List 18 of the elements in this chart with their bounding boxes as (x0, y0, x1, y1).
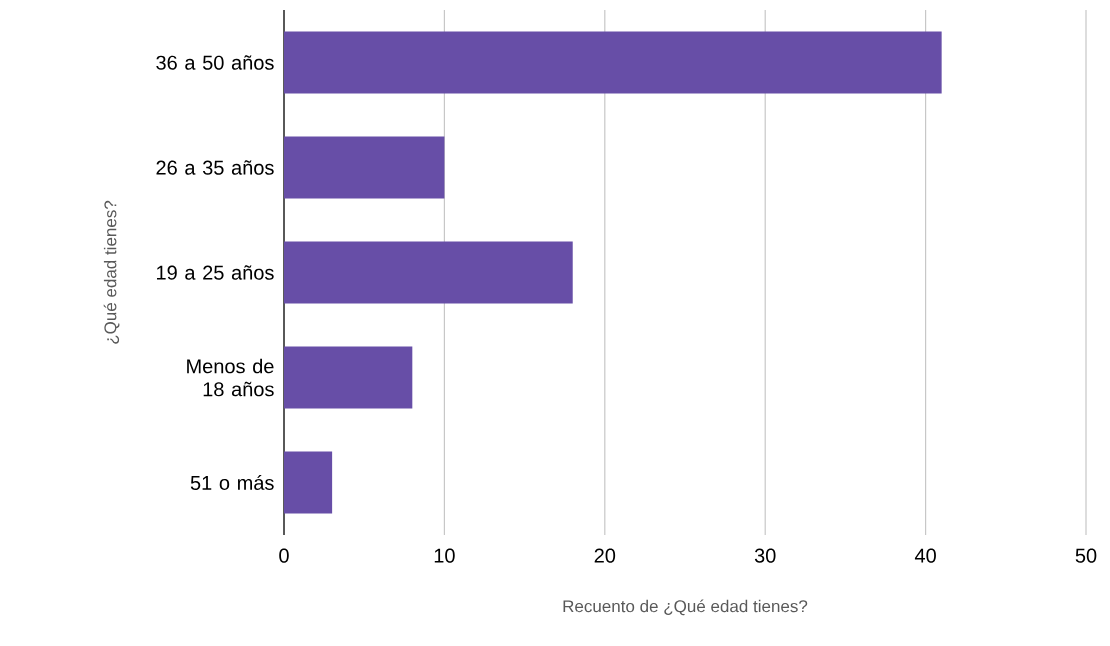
bar (284, 451, 333, 514)
x-tick-label: 30 (754, 548, 776, 563)
y-axis-title: ¿Qué edad tienes? (103, 200, 120, 344)
bar (284, 241, 573, 304)
x-tick-label: 20 (594, 548, 616, 563)
x-tick-label: 0 (279, 548, 289, 563)
x-tick-label: 40 (914, 548, 936, 563)
x-tick-label: 50 (1075, 548, 1097, 563)
x-tick-label: 10 (434, 548, 455, 563)
y-tick-label: 36 a 50 años (156, 55, 274, 70)
y-tick-label: Menos de 18 años (187, 358, 274, 397)
bar (284, 136, 445, 199)
y-tick-label: 19 a 25 años (157, 265, 274, 280)
bar (284, 346, 413, 409)
y-tick-label: 51 o más (190, 475, 274, 490)
y-tick-label: 26 a 35 años (156, 160, 274, 175)
bar (284, 31, 942, 94)
x-axis-title: Recuento de ¿Qué edad tienes? (563, 599, 808, 616)
